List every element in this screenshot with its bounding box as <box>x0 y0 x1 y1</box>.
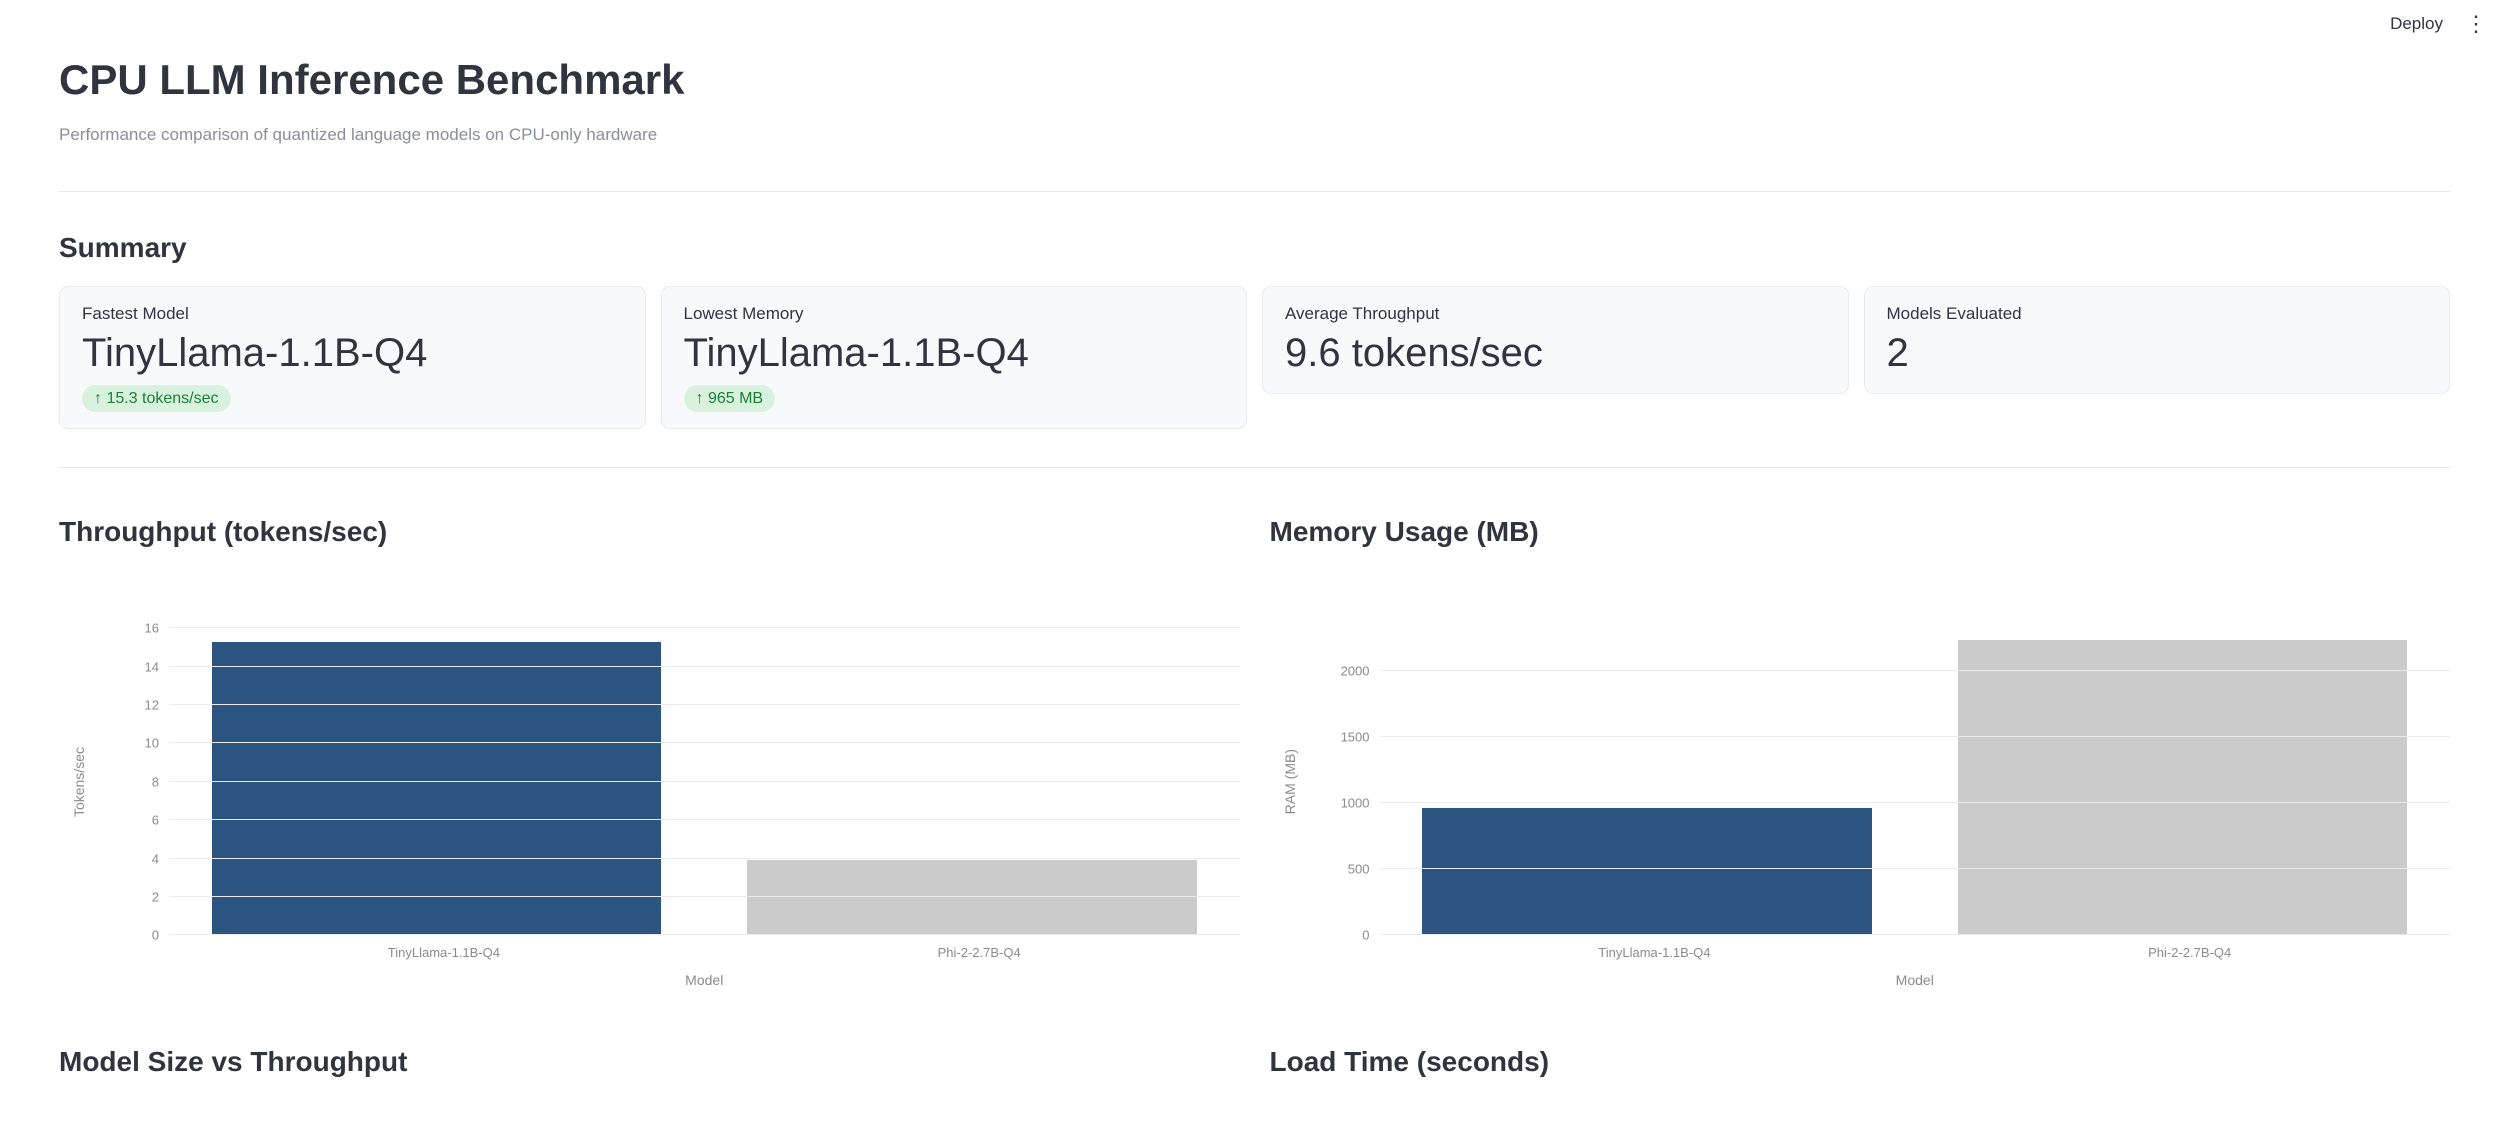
metric-value: 2 <box>1886 330 1909 375</box>
metric-label: Average Throughput <box>1285 303 1440 323</box>
bar <box>211 641 662 936</box>
gridline <box>169 627 1240 629</box>
y-tick-label: 6 <box>151 812 159 828</box>
y-axis-title: Tokens/sec <box>71 746 87 817</box>
y-tick-label: 12 <box>144 697 159 713</box>
x-category-label: Phi-2-2.7B-Q4 <box>937 945 1021 961</box>
deploy-button[interactable]: Deploy <box>2390 14 2443 33</box>
throughput-section: Throughput (tokens/sec) Tokens/sec 0 2 4 6 8… <box>59 468 1240 988</box>
summary-cards: Fastest Model TinyLlama-1.1B-Q4 ↑ 15.3 t… <box>59 285 2450 429</box>
metric-card-lowest-memory: Lowest Memory TinyLlama-1.1B-Q4 ↑ 965 MB <box>660 285 1247 429</box>
scatter-chart-heading: Model Size vs Throughput <box>59 1046 408 1078</box>
plot-area <box>169 627 1240 936</box>
y-tick-label: 1500 <box>1340 729 1370 745</box>
memory-section: Memory Usage (MB) RAM (MB) 0 500 1000 1500 2… <box>1269 468 2451 989</box>
metric-card-average-throughput: Average Throughput 9.6 tokens/sec <box>1262 285 1849 394</box>
gridline <box>169 819 1240 821</box>
gridline <box>169 665 1240 667</box>
metric-value: TinyLlama-1.1B-Q4 <box>683 330 1029 375</box>
gridline <box>169 934 1240 936</box>
y-tick-label: 2 <box>151 889 159 905</box>
metric-value: TinyLlama-1.1B-Q4 <box>82 330 428 375</box>
metric-delta-badge: ↑ 965 MB <box>683 384 776 412</box>
gridline <box>1379 868 2450 870</box>
gridline <box>1379 934 2450 936</box>
gridline <box>1379 801 2450 803</box>
divider <box>59 466 2450 468</box>
throughput-chart-heading: Throughput (tokens/sec) <box>59 515 388 547</box>
metric-label: Models Evaluated <box>1886 303 2022 323</box>
gridline <box>169 895 1240 897</box>
bar <box>1422 807 1872 936</box>
page-title: CPU LLM Inference Benchmark <box>59 56 685 103</box>
y-tick-label: 0 <box>151 927 159 943</box>
throughput-bar-chart: Tokens/sec 0 2 4 6 8 10 12 14 16 TinyLlama-1.1B-… <box>59 621 1240 989</box>
load-time-chart-heading: Load Time (seconds) <box>1269 1046 1550 1078</box>
gridline <box>169 857 1240 859</box>
app-header: Deploy ⋮ <box>0 0 2509 38</box>
bar <box>1957 640 2408 936</box>
bottom-charts-row: Model Size vs Throughput Load Time (seco… <box>59 988 2450 1080</box>
y-tick-label: 16 <box>144 620 159 636</box>
metric-value: 9.6 tokens/sec <box>1285 330 1543 375</box>
y-tick-label: 500 <box>1347 861 1370 877</box>
metric-label: Fastest Model <box>82 303 189 323</box>
gridline <box>169 742 1240 744</box>
divider <box>59 190 2450 192</box>
x-category-label: Phi-2-2.7B-Q4 <box>2148 945 2232 961</box>
bar <box>747 860 1197 936</box>
gridline <box>169 704 1240 706</box>
gridline <box>1379 669 2450 671</box>
page-subtitle: Performance comparison of quantized lang… <box>59 124 658 144</box>
metric-delta-badge: ↑ 15.3 tokens/sec <box>82 384 231 412</box>
memory-bar-chart: RAM (MB) 0 500 1000 1500 2000 TinyLlama-1.1B… <box>1270 628 2451 989</box>
metric-label: Lowest Memory <box>683 303 804 323</box>
metric-card-models-evaluated: Models Evaluated 2 <box>1863 285 2450 394</box>
y-tick-label: 14 <box>144 659 159 675</box>
y-axis-title: RAM (MB) <box>1281 749 1298 815</box>
x-category-label: TinyLlama-1.1B-Q4 <box>387 945 501 961</box>
x-axis-category-labels: TinyLlama-1.1B-Q4 Phi-2-2.7B-Q4 <box>169 945 1240 960</box>
x-category-label: TinyLlama-1.1B-Q4 <box>1598 945 1711 961</box>
y-axis-tick-labels: 0 2 4 6 8 10 12 14 16 <box>99 621 169 943</box>
x-axis-category-labels: TinyLlama-1.1B-Q4 Phi-2-2.7B-Q4 <box>1380 945 2451 960</box>
y-tick-label: 1000 <box>1340 795 1370 811</box>
y-tick-label: 2000 <box>1340 663 1370 679</box>
memory-chart-heading: Memory Usage (MB) <box>1269 515 1539 547</box>
gridline <box>169 780 1240 782</box>
y-tick-label: 4 <box>151 851 159 867</box>
x-axis-title: Model <box>1895 972 1934 989</box>
y-tick-label: 8 <box>151 774 159 790</box>
y-tick-label: 0 <box>1362 927 1370 943</box>
x-axis-title: Model <box>685 972 724 989</box>
metric-card-fastest-model: Fastest Model TinyLlama-1.1B-Q4 ↑ 15.3 t… <box>59 285 646 429</box>
plot-area <box>1379 628 2450 936</box>
charts-row: Throughput (tokens/sec) Tokens/sec 0 2 4 6 8… <box>59 468 2450 988</box>
y-axis-tick-labels: 0 500 1000 1500 2000 <box>1310 628 1380 943</box>
gridline <box>1379 735 2450 737</box>
kebab-menu-icon[interactable]: ⋮ <box>2461 13 2491 35</box>
main-content: CPU LLM Inference Benchmark Performance … <box>0 54 2509 1081</box>
y-tick-label: 10 <box>144 735 159 751</box>
summary-heading: Summary <box>59 231 187 263</box>
